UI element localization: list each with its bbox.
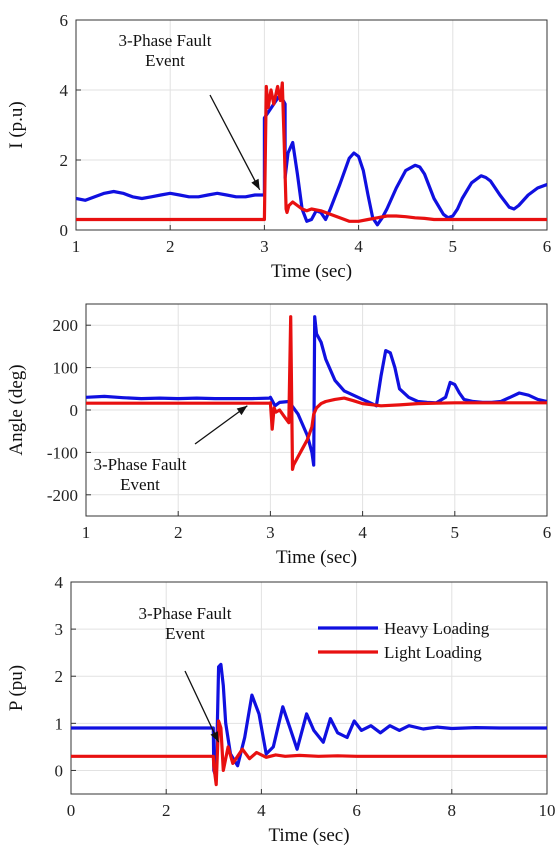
x-tick-label: 4 bbox=[257, 801, 266, 820]
x-tick-label: 0 bbox=[67, 801, 76, 820]
y-tick-label: 3 bbox=[55, 620, 64, 639]
y-tick-label: -100 bbox=[47, 443, 78, 462]
x-axis-label: Time (sec) bbox=[276, 547, 357, 568]
y-tick-label: 4 bbox=[55, 573, 64, 592]
angle-plot: 1 2 3 4 5 6 -200 -100 0 100 200 Time (sec) Angle (de… bbox=[6, 303, 552, 568]
y-axis-label: P (pu) bbox=[6, 665, 27, 711]
series-line-light bbox=[71, 719, 547, 787]
y-tick-label: 0 bbox=[55, 761, 64, 780]
x-tick-label: 2 bbox=[174, 523, 183, 542]
series-line-light bbox=[86, 315, 547, 471]
annotation-arrow bbox=[184, 670, 220, 743]
y-tick-label: 1 bbox=[55, 714, 64, 733]
series-line-light bbox=[76, 81, 547, 223]
axes-frame bbox=[75, 19, 548, 231]
x-tick-label: 5 bbox=[451, 523, 460, 542]
annotation-arrowhead bbox=[210, 731, 219, 743]
series-line-heavy bbox=[86, 315, 547, 467]
x-tick-label: 8 bbox=[448, 801, 457, 820]
y-tick-label: 200 bbox=[53, 316, 79, 335]
annotation-text: 3-Phase Fault bbox=[138, 604, 231, 623]
x-tick-label: 3 bbox=[260, 237, 269, 256]
y-tick-label: -200 bbox=[47, 486, 78, 505]
y-tick-label: 2 bbox=[60, 151, 69, 170]
x-tick-label: 6 bbox=[543, 237, 552, 256]
current-plot: 1 2 3 4 5 6 0 2 4 6 Time (sec) I (p.u) 3-Phase Fault… bbox=[6, 11, 551, 282]
annotation-text: 3-Phase Fault bbox=[118, 31, 211, 50]
annotation-text: Event bbox=[145, 51, 185, 70]
annotation-arrow bbox=[209, 94, 261, 191]
x-tick-label: 4 bbox=[358, 523, 367, 542]
x-axis-label: Time (sec) bbox=[268, 825, 349, 846]
series-line-heavy bbox=[76, 95, 547, 227]
x-tick-label: 1 bbox=[82, 523, 91, 542]
axes-frame bbox=[70, 581, 548, 795]
x-tick-label: 6 bbox=[352, 801, 361, 820]
y-tick-label: 0 bbox=[70, 401, 79, 420]
y-axis-label: I (p.u) bbox=[6, 101, 27, 148]
x-tick-label: 10 bbox=[539, 801, 556, 820]
x-axis-label: Time (sec) bbox=[271, 261, 352, 282]
y-tick-label: 4 bbox=[60, 81, 69, 100]
y-tick-label: 2 bbox=[55, 667, 64, 686]
y-tick-label: 6 bbox=[60, 11, 69, 30]
legend-label-light: Light Loading bbox=[384, 643, 482, 662]
annotation-text: 3-Phase Fault bbox=[93, 455, 186, 474]
y-axis-label: Angle (deg) bbox=[6, 364, 27, 455]
series-line-heavy bbox=[71, 662, 547, 780]
annotation-text: Event bbox=[165, 624, 205, 643]
x-tick-label: 1 bbox=[72, 237, 81, 256]
x-tick-label: 6 bbox=[543, 523, 552, 542]
x-tick-label: 3 bbox=[266, 523, 275, 542]
annotation-arrowhead bbox=[251, 178, 260, 190]
x-tick-label: 2 bbox=[162, 801, 171, 820]
annotation-arrowhead bbox=[236, 405, 248, 416]
x-tick-label: 4 bbox=[354, 237, 363, 256]
axes-frame bbox=[85, 303, 548, 517]
y-tick-label: 100 bbox=[53, 359, 79, 378]
annotation-text: Event bbox=[120, 475, 160, 494]
legend-label-heavy: Heavy Loading bbox=[384, 619, 490, 638]
annotation-arrow bbox=[194, 405, 248, 445]
x-tick-label: 2 bbox=[166, 237, 175, 256]
y-tick-label: 0 bbox=[60, 221, 69, 240]
x-tick-label: 5 bbox=[449, 237, 458, 256]
